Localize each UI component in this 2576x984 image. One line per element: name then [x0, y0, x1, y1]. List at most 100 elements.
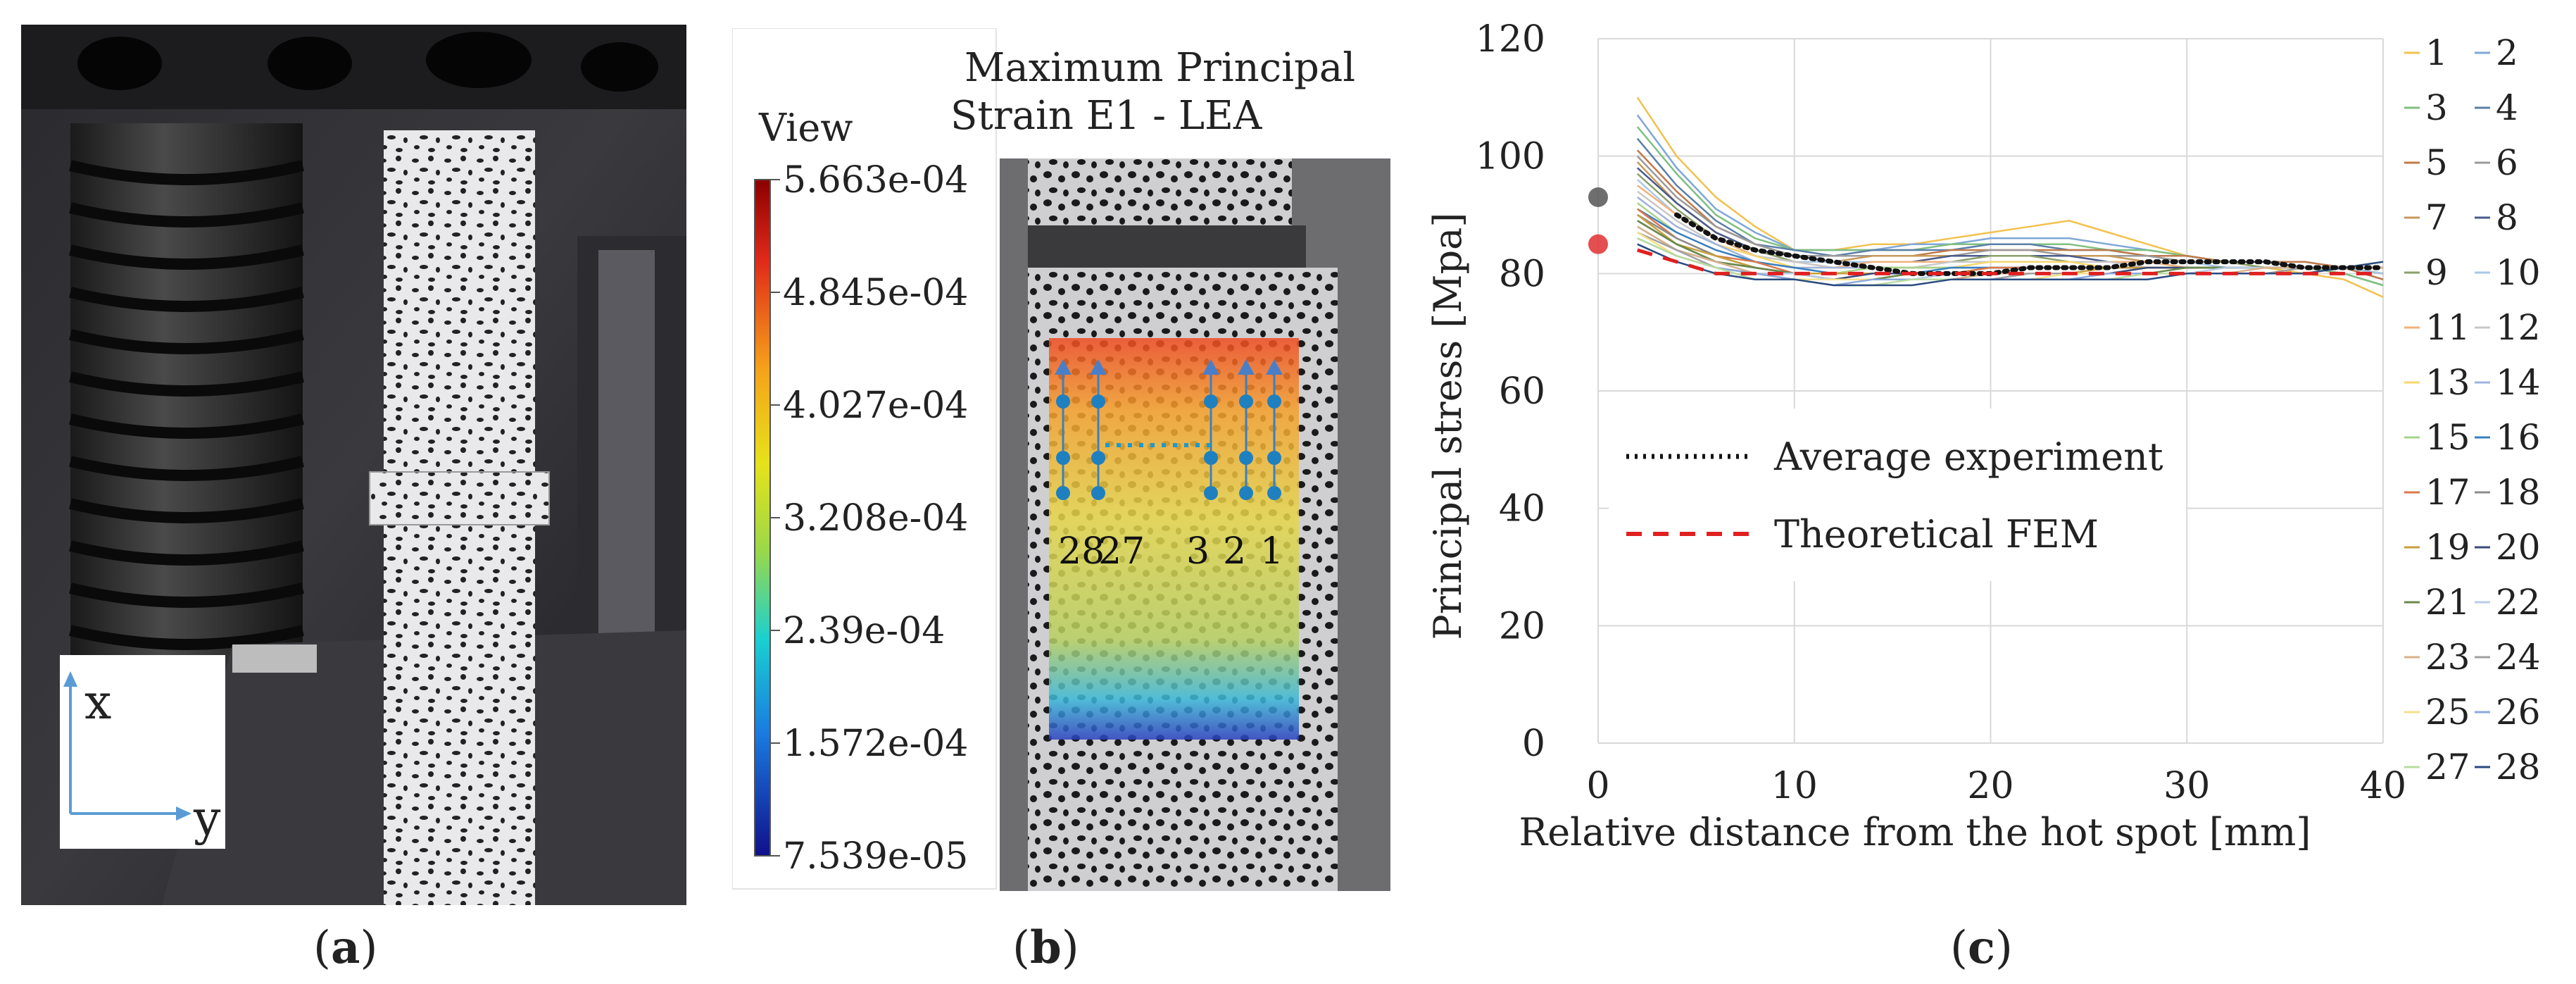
measurement-point — [1204, 451, 1218, 465]
axis-inset — [60, 655, 225, 849]
colorbar-legend-box — [732, 28, 997, 890]
series-legend-label: 2 — [2496, 32, 2518, 73]
panel-b-label: (b) — [1012, 921, 1079, 974]
colorbar-ticks: 5.663e-04 4.845e-04 4.027e-04 3.208e-04 2.39… — [770, 159, 968, 878]
measurement-point — [1267, 451, 1281, 465]
series-legend-label: 24 — [2496, 637, 2541, 678]
series-line-13 — [1637, 196, 2383, 269]
measurement-point — [1204, 486, 1218, 500]
y-tick-label: 120 — [1476, 18, 1545, 61]
series-line-8 — [1636, 167, 2384, 275]
series-legend-label: 16 — [2496, 417, 2541, 458]
point-label-3: 3 — [1186, 530, 1210, 573]
measurement-point — [1091, 486, 1105, 500]
series-line-14 — [1637, 196, 2383, 269]
measurement-point — [1204, 394, 1218, 409]
series-legend-label: 14 — [2496, 362, 2541, 403]
strain-field-overlay — [1049, 338, 1299, 740]
x-tick-label: 30 — [2163, 765, 2210, 807]
series-legend-label: 9 — [2425, 252, 2448, 293]
series-legend-label: 13 — [2425, 362, 2470, 403]
series-legend-label: 21 — [2425, 582, 2470, 623]
axis-x-label: x — [84, 675, 111, 730]
y-tick-label: 0 — [1522, 723, 1545, 765]
colorbar — [754, 179, 771, 857]
legend-label-average: Average experiment — [1773, 435, 2163, 479]
measurement-point — [1267, 394, 1281, 409]
series-legend-label: 1 — [2425, 32, 2448, 73]
legend-title: View — [758, 106, 853, 150]
hot-spot-markers — [1588, 187, 1608, 254]
x-axis-label: Relative distance from the hot spot [mm] — [1519, 810, 2311, 854]
series-legend-label: 6 — [2496, 142, 2518, 183]
chart-grid — [1597, 38, 2384, 744]
series-legend-label: 4 — [2496, 87, 2518, 128]
y-tick-label: 20 — [1499, 605, 1545, 647]
series-legend-label: 5 — [2425, 142, 2448, 183]
x-tick-label: 40 — [2360, 765, 2406, 807]
measurement-point — [1056, 486, 1070, 500]
series-legend-label: 27 — [2425, 747, 2470, 787]
series-legend-label: 17 — [2425, 472, 2470, 513]
measurement-point — [1056, 451, 1070, 465]
x-tick-labels: 0 10 20 30 40 — [1586, 765, 2406, 807]
panel-c-label: (c) — [1950, 921, 2013, 974]
measurement-points — [1055, 359, 1283, 500]
series-lines — [1636, 96, 2384, 298]
colorbar-tick-label: 2.39e-04 — [783, 610, 945, 652]
coil-spring — [69, 123, 304, 687]
colorbar-tick-label: 4.845e-04 — [783, 272, 968, 314]
measurement-point — [1091, 394, 1105, 409]
y-tick-label: 40 — [1499, 488, 1545, 530]
measurement-point — [1056, 394, 1070, 409]
panel-b-strain-map: View 5.663e-04 4.845e-04 4.027e-04 3.208e-0… — [732, 28, 1390, 891]
series-legend-label: 18 — [2496, 472, 2541, 513]
x-tick-label: 0 — [1586, 765, 1609, 807]
theoretical-fem-line — [1637, 248, 2383, 275]
inner-legend: Average experiment Theoretical FEM — [1609, 409, 2186, 581]
series-legend-label: 26 — [2496, 692, 2541, 733]
panel-a-photo: x y — [21, 25, 686, 905]
y-tick-label: 60 — [1499, 370, 1545, 413]
point-label-27: 27 — [1098, 530, 1145, 573]
series-legend-label: 19 — [2425, 527, 2470, 568]
y-axis-label: Principal stress [Mpa] — [1426, 213, 1470, 640]
series-legend-label: 28 — [2496, 747, 2541, 787]
colorbar-tick-label: 5.663e-04 — [783, 159, 968, 201]
series-legend-label: 3 — [2425, 87, 2448, 128]
colorbar-tick-label: 7.539e-05 — [783, 835, 968, 878]
colorbar-tick-label: 4.027e-04 — [783, 385, 968, 427]
y-tick-label: 100 — [1476, 136, 1545, 178]
point-label-2: 2 — [1223, 530, 1246, 573]
series-legend-label: 7 — [2425, 197, 2448, 238]
series-legend-label: 8 — [2496, 197, 2518, 238]
series-line-7 — [1636, 161, 2384, 275]
legend-label-fem: Theoretical FEM — [1774, 512, 2099, 556]
measurement-point — [1091, 451, 1105, 465]
point-arrow — [1238, 359, 1255, 375]
specimen-weld — [369, 471, 550, 525]
y-tick-labels: 0 20 40 60 80 100 120 — [1476, 18, 1545, 765]
series-legend-label: 23 — [2425, 637, 2470, 678]
panel-a-illustration: x y — [21, 25, 686, 905]
series-legend-label: 20 — [2496, 527, 2541, 568]
series-legend-label: 15 — [2425, 417, 2470, 458]
measurement-point — [1267, 486, 1281, 500]
series-legend-label: 22 — [2496, 582, 2541, 623]
point-arrow — [1055, 359, 1072, 375]
x-tick-label: 10 — [1771, 765, 1818, 807]
summary-lines — [1637, 212, 2386, 276]
point-label-28: 28 — [1058, 530, 1105, 573]
series-legend-label: 12 — [2496, 307, 2541, 348]
x-tick-label: 20 — [1967, 765, 2013, 807]
point-label-1: 1 — [1260, 530, 1283, 573]
point-arrow — [1266, 359, 1283, 375]
strain-title-line2: Strain E1 - LEA — [950, 93, 1262, 139]
point-arrow — [1090, 359, 1107, 375]
axis-y-label: y — [193, 791, 221, 847]
series-legend-label: 11 — [2425, 307, 2470, 348]
hot-spot-marker — [1588, 187, 1608, 207]
strain-title-line1: Maximum Principal — [965, 45, 1355, 91]
